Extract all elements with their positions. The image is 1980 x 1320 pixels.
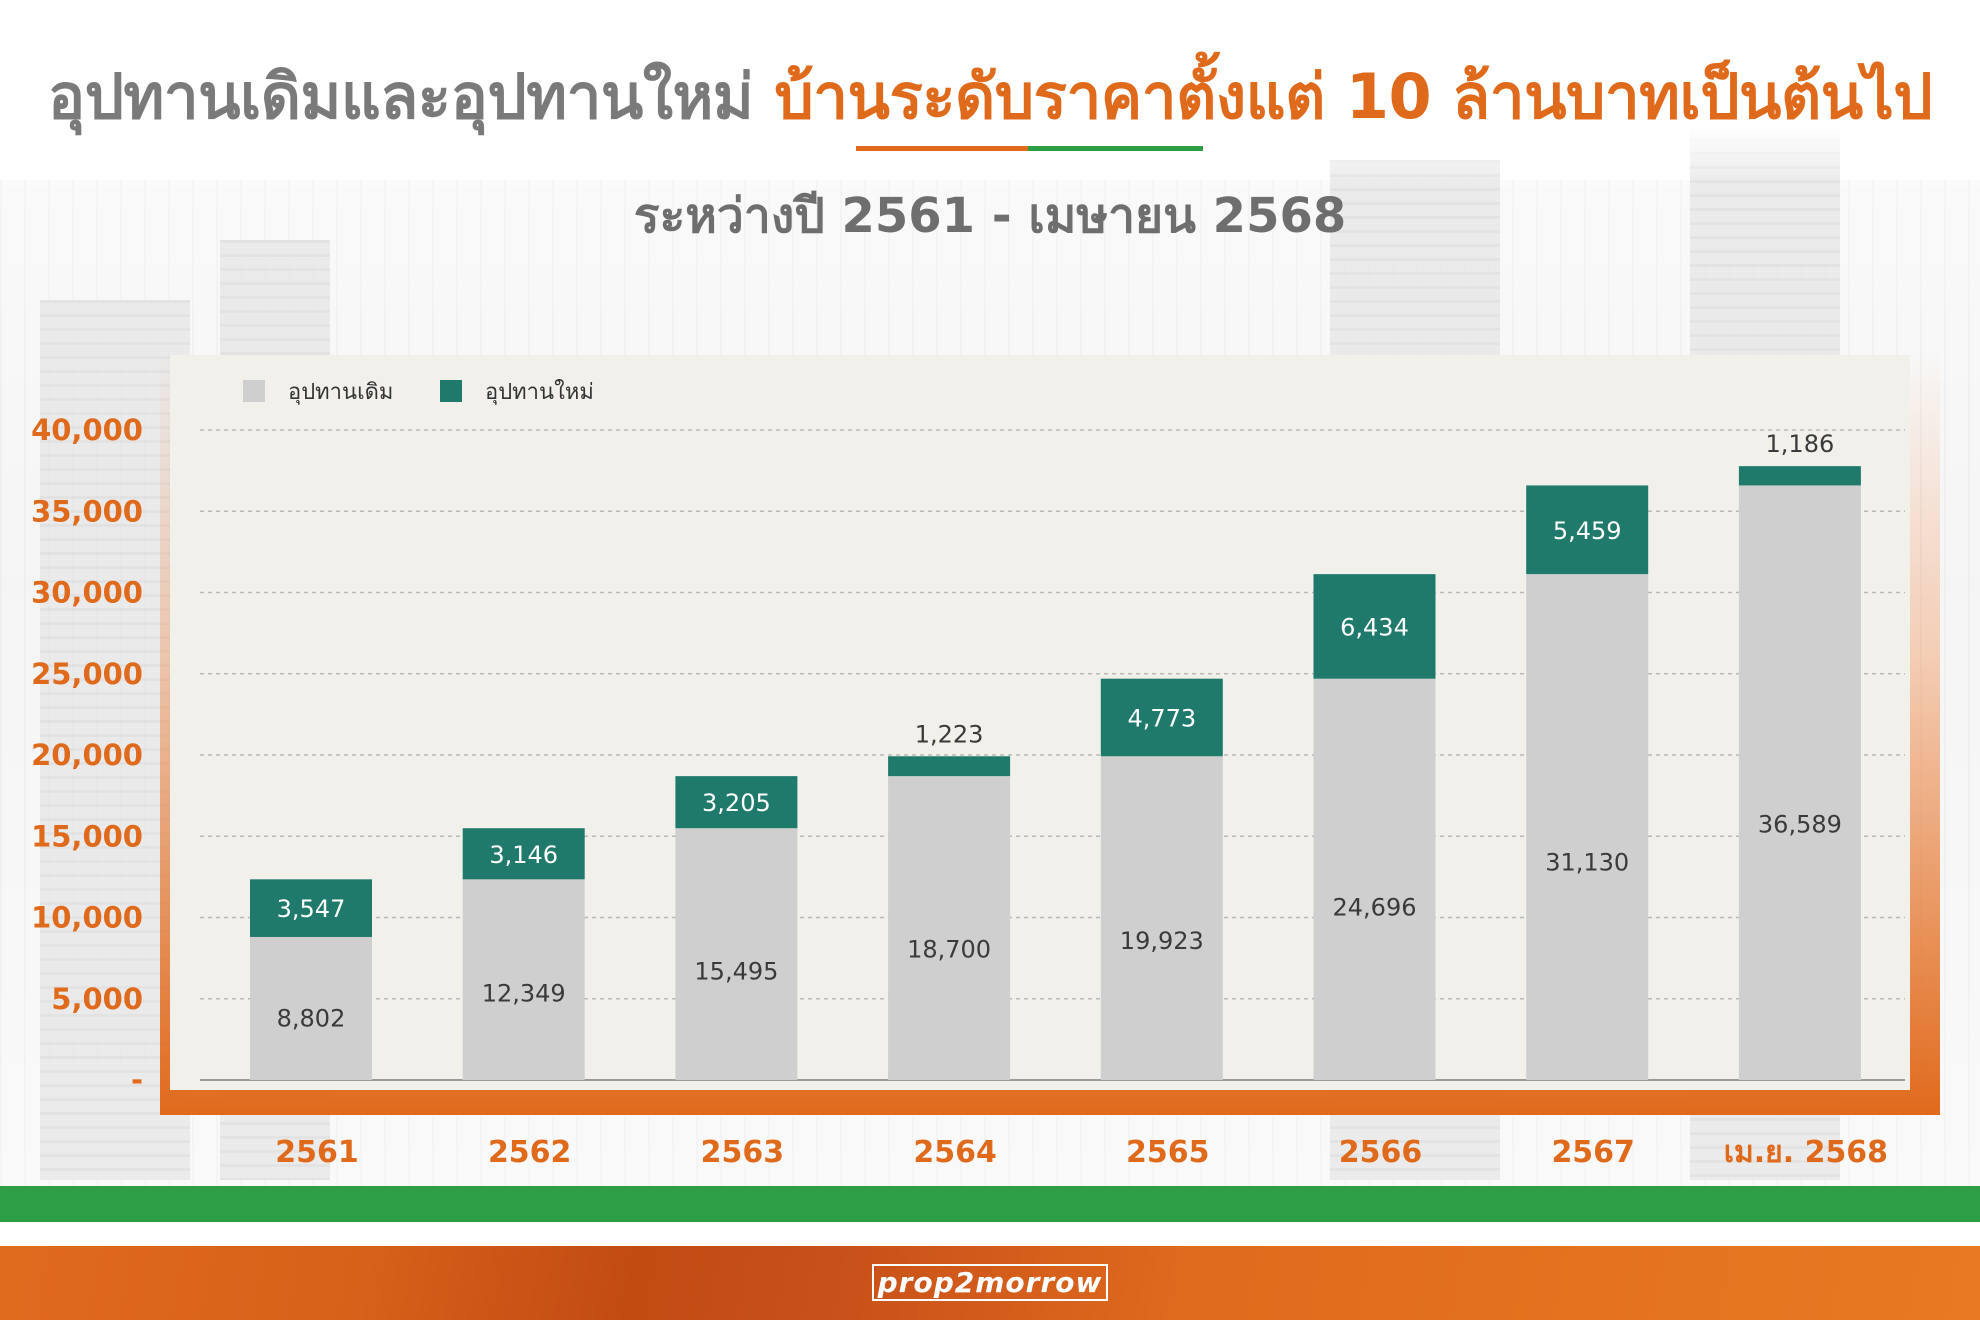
x-tick-label: 2563 <box>701 1135 785 1170</box>
y-tick-label: 40,000 <box>31 413 143 447</box>
x-tick-label: 2567 <box>1551 1135 1635 1170</box>
bar-new <box>250 879 372 937</box>
data-label-new: 3,547 <box>277 895 346 923</box>
data-label-new: 1,223 <box>915 720 984 748</box>
legend-label-existing: อุปทานเดิม <box>288 380 393 405</box>
legend-swatch-new <box>440 380 462 402</box>
stacked-bar-chart: 8,802 3,547 12,349 3,146 15,495 3,205 18,700 1,… <box>31 379 1905 1170</box>
bar-new <box>675 776 798 829</box>
x-tick-label: 2562 <box>488 1135 572 1170</box>
bar-new <box>888 756 1011 777</box>
bar-existing <box>462 879 585 1080</box>
bar-existing <box>1738 485 1861 1081</box>
bar-new <box>1100 678 1223 757</box>
data-label-existing: 24,696 <box>1333 893 1417 921</box>
x-tick-label: เม.ย. 2568 <box>1724 1135 1888 1170</box>
data-label-new: 6,434 <box>1340 613 1409 641</box>
data-label-existing: 15,495 <box>694 958 778 986</box>
page-title: อุปทานเดิมและอุปทานใหม่ บ้านระดับราคาตั้… <box>0 48 1980 146</box>
bar-new <box>462 828 585 880</box>
y-tick-label: 20,000 <box>31 738 143 772</box>
title-underline-orange <box>856 146 1028 151</box>
data-label-new: 1,186 <box>1766 430 1835 458</box>
y-tick-label: 10,000 <box>31 901 143 935</box>
data-label-existing: 19,923 <box>1120 927 1204 955</box>
bar-existing <box>888 776 1011 1080</box>
x-axis: 2561 2562 2563 2564 2565 2566 2567 เม.ย. 2568 <box>275 1135 1888 1170</box>
y-tick-label: 30,000 <box>31 576 143 610</box>
y-tick-label: 35,000 <box>31 494 143 528</box>
bars: 8,802 3,547 12,349 3,146 15,495 3,205 18,700 1,… <box>250 430 1861 1081</box>
brand-logo: prop2morrow <box>0 1264 1980 1301</box>
x-tick-label: 2565 <box>1126 1135 1210 1170</box>
title-part-gray: อุปทานเดิมและอุปทานใหม่ <box>47 60 754 133</box>
y-tick-label: - <box>131 1063 143 1097</box>
bar-existing <box>1100 756 1223 1080</box>
bar-new <box>1526 485 1649 575</box>
data-label-existing: 8,802 <box>277 1004 346 1032</box>
data-label-existing: 18,700 <box>907 935 991 963</box>
bar-existing <box>1313 678 1436 1080</box>
grid-lines <box>200 429 1905 1081</box>
footer-bar <box>0 1246 1980 1320</box>
data-label-new: 5,459 <box>1553 517 1622 545</box>
data-label-new: 4,773 <box>1127 704 1196 732</box>
legend: อุปทานเดิม อุปทานใหม่ <box>243 379 594 405</box>
bar-existing <box>250 936 372 1080</box>
data-label-existing: 31,130 <box>1545 848 1629 876</box>
bar-existing <box>675 828 798 1080</box>
y-tick-label: 25,000 <box>31 657 143 691</box>
data-label-new: 3,205 <box>702 789 771 817</box>
green-band <box>0 1186 1980 1222</box>
legend-swatch-existing <box>243 380 265 402</box>
y-axis: - 5,000 10,000 15,000 20,000 25,000 30,000 35,0… <box>31 413 143 1097</box>
legend-label-new: อุปทานใหม่ <box>485 379 594 405</box>
x-tick-label: 2564 <box>913 1135 997 1170</box>
x-tick-label: 2566 <box>1339 1135 1423 1170</box>
bar-new <box>1313 574 1436 679</box>
bar-existing <box>1526 574 1649 1080</box>
bar-new <box>1738 466 1861 486</box>
title-underline-green <box>1028 146 1203 151</box>
x-tick-label: 2561 <box>275 1135 359 1170</box>
data-label-new: 3,146 <box>489 841 558 869</box>
y-tick-label: 15,000 <box>31 819 143 853</box>
title-part-orange: บ้านระดับราคาตั้งแต่ 10 ล้านบาทเป็นต้นไป <box>774 60 1933 133</box>
logo-text: prop2morrow <box>871 1264 1109 1301</box>
data-label-existing: 36,589 <box>1758 810 1842 838</box>
y-tick-label: 5,000 <box>51 982 143 1016</box>
page-subtitle: ระหว่างปี 2561 - เมษายน 2568 <box>633 188 1347 244</box>
data-label-existing: 12,349 <box>482 980 566 1008</box>
band-gap <box>0 1222 1980 1246</box>
